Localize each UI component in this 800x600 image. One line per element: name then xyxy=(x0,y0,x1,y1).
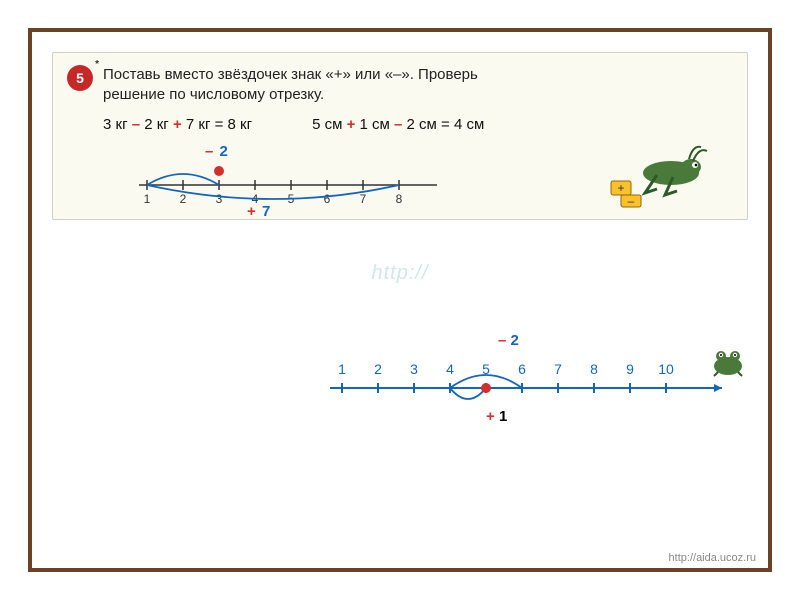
svg-text:2: 2 xyxy=(180,192,187,206)
instruction-line2: решение по числовому отрезку. xyxy=(103,86,324,103)
svg-text:4: 4 xyxy=(446,361,454,377)
annot-plus7-sign: + xyxy=(247,203,256,220)
equation-kg: 3 кг – 2 кг + 7 кг = 8 кг xyxy=(103,116,252,133)
annot-minus2-sign: – xyxy=(205,143,213,160)
equation-cm: 5 см + 1 см – 2 см = 4 см xyxy=(312,116,484,133)
eq1-op2: + xyxy=(173,116,182,133)
problem-header: 5 * Поставь вместо звёздочек знак «+» ил… xyxy=(67,65,733,106)
annot2-plus1: + 1 xyxy=(486,408,507,425)
numberline1-svg: 12345678 xyxy=(127,147,467,217)
annot2-minus2-num: 2 xyxy=(511,332,519,349)
svg-text:+: + xyxy=(617,181,624,195)
annot2-plus1-sign: + xyxy=(486,408,495,425)
svg-text:2: 2 xyxy=(374,361,382,377)
svg-text:10: 10 xyxy=(658,361,674,377)
problem-number-badge: 5 * xyxy=(67,65,93,91)
svg-text:1: 1 xyxy=(144,192,151,206)
svg-text:9: 9 xyxy=(626,361,634,377)
eq2-op2: – xyxy=(394,116,402,133)
annot-plus7: + 7 xyxy=(247,203,270,220)
frog-illustration xyxy=(708,346,748,378)
eq2-op1: + xyxy=(347,116,356,133)
annot2-minus2: – 2 xyxy=(498,332,519,349)
numberline2-svg: 12345678910 xyxy=(322,322,742,432)
svg-text:8: 8 xyxy=(590,361,598,377)
eq2-b: 1 см xyxy=(360,116,390,133)
svg-text:3: 3 xyxy=(216,192,223,206)
eq1-a: 3 кг xyxy=(103,116,128,133)
svg-text:7: 7 xyxy=(360,192,367,206)
star-marker: * xyxy=(95,59,99,70)
eq1-c: 7 кг = 8 кг xyxy=(186,116,252,133)
numberline-1: – 2 12345678 + 7 xyxy=(127,147,467,201)
instruction-line1: Поставь вместо звёздочек знак «+» или «–… xyxy=(103,66,478,83)
content-area: 5 * Поставь вместо звёздочек знак «+» ил… xyxy=(28,28,772,572)
svg-text:–: – xyxy=(628,194,635,208)
equations-row: 3 кг – 2 кг + 7 кг = 8 кг 5 см + 1 см – … xyxy=(67,116,733,133)
eq2-c: 2 см = 4 см xyxy=(407,116,485,133)
eq2-a: 5 см xyxy=(312,116,342,133)
svg-text:8: 8 xyxy=(396,192,403,206)
annot2-minus2-sign: – xyxy=(498,332,506,349)
annot-minus2: – 2 xyxy=(205,143,228,160)
svg-text:3: 3 xyxy=(410,361,418,377)
eq1-op1: – xyxy=(132,116,140,133)
svg-text:7: 7 xyxy=(554,361,562,377)
watermark-text: http:// xyxy=(371,262,428,285)
annot2-plus1-num: 1 xyxy=(499,408,507,425)
grasshopper-illustration: + – xyxy=(607,139,717,209)
footer-url: http://aida.ucoz.ru xyxy=(669,552,756,564)
annot-plus7-num: 7 xyxy=(262,203,270,220)
numberline-2: – 2 12345678910 + 1 xyxy=(322,322,752,442)
svg-text:1: 1 xyxy=(338,361,346,377)
problem-number: 5 xyxy=(76,70,84,86)
eq1-b: 2 кг xyxy=(144,116,169,133)
instruction-text: Поставь вместо звёздочек знак «+» или «–… xyxy=(103,65,478,106)
problem-card: 5 * Поставь вместо звёздочек знак «+» ил… xyxy=(52,52,748,220)
annot-minus2-num: 2 xyxy=(220,143,228,160)
svg-text:6: 6 xyxy=(324,192,331,206)
svg-text:6: 6 xyxy=(518,361,526,377)
